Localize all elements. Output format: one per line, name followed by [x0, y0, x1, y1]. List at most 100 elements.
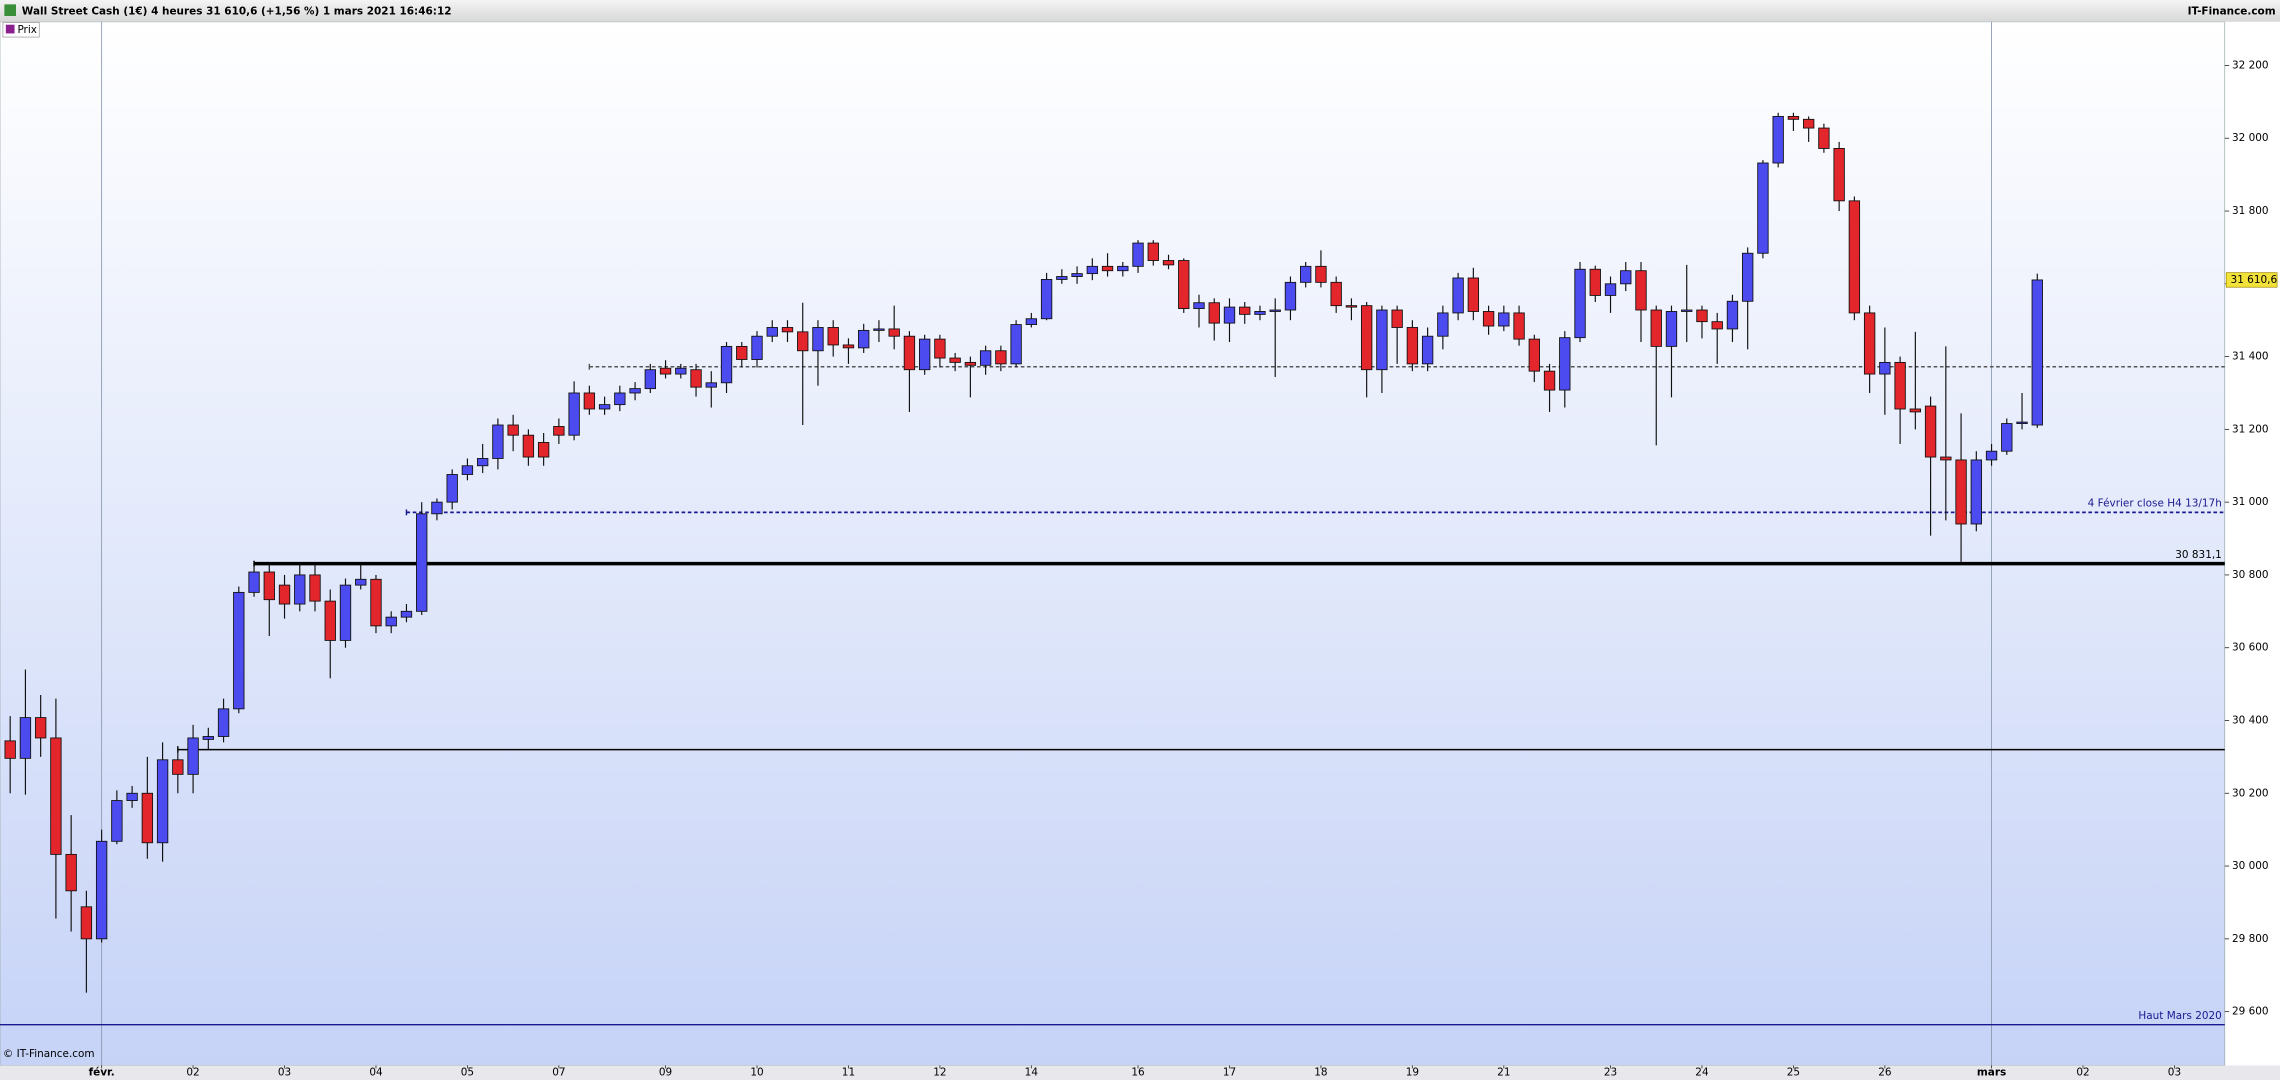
candle-body: [263, 571, 275, 601]
candle-body: [1223, 306, 1236, 324]
candle-body: [1421, 335, 1434, 365]
x-tick-label: 02: [2076, 1067, 2089, 1079]
candle-body: [1117, 265, 1129, 272]
candle-body: [172, 759, 184, 775]
y-tick-label: 31 200: [2232, 423, 2269, 435]
candle-body: [568, 392, 580, 436]
candle-body: [1269, 309, 1281, 312]
last-price-box: [2225, 272, 2278, 288]
candle-body: [1071, 273, 1083, 277]
candle-body: [1345, 305, 1358, 308]
x-tick-label: 24: [1695, 1067, 1709, 1079]
candle-body: [1208, 302, 1220, 324]
candle-body: [1665, 311, 1678, 347]
x-tick-label: 09: [659, 1067, 672, 1079]
candle-body: [1147, 242, 1159, 261]
candle-body: [217, 708, 230, 737]
candle-body: [1924, 405, 1937, 458]
x-tick-label: 11: [842, 1067, 855, 1079]
candle-body: [1056, 276, 1068, 280]
candle-body: [385, 616, 397, 627]
x-tick-label: 21: [1497, 1067, 1510, 1079]
candle-body: [1802, 118, 1815, 129]
candle-body: [2001, 423, 2013, 452]
y-tick-label: 30 600: [2232, 642, 2269, 654]
candle-body: [918, 338, 931, 371]
y-tick-label: 30 400: [2232, 714, 2269, 726]
candle-body: [1894, 361, 1906, 410]
candle-body: [1757, 162, 1769, 254]
x-tick-label: 25: [1787, 1067, 1800, 1079]
candle-body: [111, 800, 123, 842]
candle-body: [309, 574, 321, 602]
candle-body: [1239, 306, 1251, 315]
candle-body: [1528, 338, 1540, 372]
candle-body: [553, 426, 565, 436]
title-icon: [4, 4, 16, 16]
candle-body: [629, 388, 641, 394]
candle-body: [675, 367, 687, 375]
candle-body: [949, 357, 961, 363]
candle-body: [431, 501, 443, 515]
candle-body: [2016, 421, 2028, 424]
candle-body: [1985, 450, 1998, 461]
candle-body: [644, 369, 656, 390]
candle-body: [1681, 309, 1693, 312]
candle-body: [248, 571, 260, 593]
x-tick-label: 23: [1604, 1067, 1617, 1079]
candle-body: [1284, 281, 1297, 311]
candle-body: [1330, 281, 1342, 307]
x-tick-label: 18: [1314, 1067, 1327, 1079]
candle-body: [80, 906, 93, 940]
candle-body: [416, 513, 428, 612]
y-tick-label: 31 800: [2232, 205, 2269, 217]
x-tick-label: 26: [1878, 1067, 1891, 1079]
candle-body: [537, 442, 550, 458]
candle-body: [1040, 279, 1053, 320]
level-label: 30 831,1: [2175, 549, 2222, 561]
candle-body: [1772, 115, 1784, 164]
candle-body: [690, 369, 702, 388]
candle-body: [751, 335, 763, 360]
candle-body: [1513, 312, 1525, 340]
y-tick-label: 30 800: [2232, 569, 2269, 581]
candle-body: [1726, 300, 1739, 330]
candle-body: [614, 392, 626, 406]
candle-body: [400, 610, 413, 618]
candle-body: [156, 759, 169, 844]
candle-body: [858, 329, 870, 349]
x-tick-label: 03: [2168, 1067, 2181, 1079]
candle-body: [2031, 279, 2043, 426]
candle-body: [446, 474, 458, 503]
candle-body: [903, 335, 916, 371]
candle-body: [1376, 309, 1388, 371]
candle-body: [202, 736, 214, 740]
y-tick-label: 32 200: [2232, 59, 2269, 71]
y-tick-label: 31 400: [2232, 351, 2269, 363]
y-tick-label: 31 000: [2232, 496, 2269, 508]
x-tick-label: 02: [186, 1067, 199, 1079]
last-price-label: 31 610,6: [2231, 274, 2278, 286]
x-tick-label: 05: [461, 1067, 474, 1079]
candle-body: [339, 584, 352, 641]
x-axis-bar: [0, 1065, 2280, 1080]
brand: IT-Finance.com: [2188, 6, 2276, 18]
candle-body: [522, 434, 535, 458]
candle-body: [1254, 311, 1266, 315]
candle-body: [1482, 311, 1495, 327]
candle-body: [1818, 127, 1830, 149]
candle-body: [888, 328, 900, 337]
candle-body: [50, 737, 62, 855]
candle-body: [934, 338, 946, 359]
footer: © IT-Finance.com: [3, 1048, 95, 1060]
candle-body: [355, 578, 367, 586]
candle-body: [19, 717, 32, 759]
x-tick-label: 12: [933, 1067, 946, 1079]
candle-body: [1101, 265, 1114, 272]
x-tick-label: 04: [369, 1067, 383, 1079]
candle-body: [1498, 312, 1510, 327]
candle-body: [812, 327, 824, 352]
chart-title: Wall Street Cash (1€) 4 heures 31 610,6 …: [22, 6, 452, 18]
